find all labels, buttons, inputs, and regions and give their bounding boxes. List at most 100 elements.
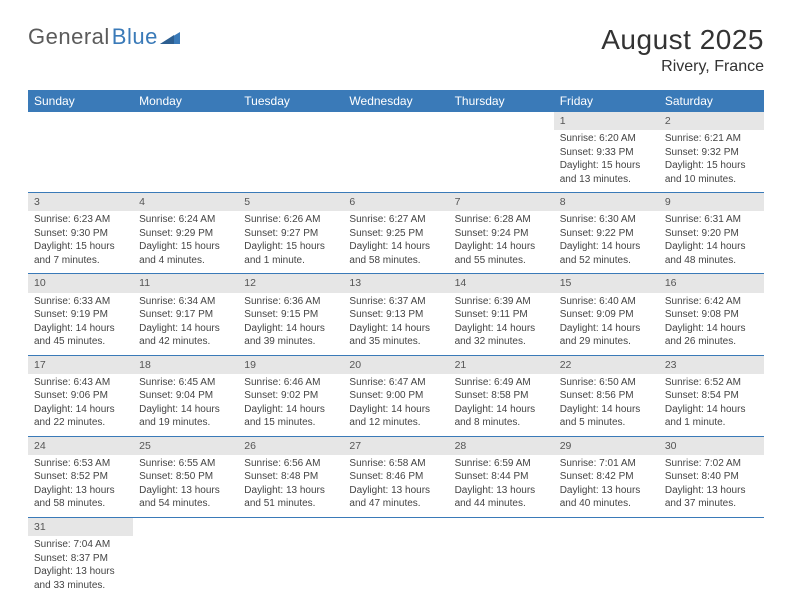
day-number: 28 xyxy=(449,437,554,455)
calendar-day: 28Sunrise: 6:59 AMSunset: 8:44 PMDayligh… xyxy=(449,436,554,517)
day-number: 26 xyxy=(238,437,343,455)
calendar-day: 18Sunrise: 6:45 AMSunset: 9:04 PMDayligh… xyxy=(133,355,238,436)
sunset-text: Sunset: 9:08 PM xyxy=(665,308,758,322)
flag-icon xyxy=(160,30,180,44)
weekday-header: Thursday xyxy=(449,90,554,112)
weekday-header: Friday xyxy=(554,90,659,112)
daylight-text: Daylight: 14 hours and 5 minutes. xyxy=(560,403,653,430)
logo-text-general: General xyxy=(28,24,110,50)
calendar-day: 12Sunrise: 6:36 AMSunset: 9:15 PMDayligh… xyxy=(238,274,343,355)
sunrise-text: Sunrise: 6:56 AM xyxy=(244,457,337,471)
day-number: 22 xyxy=(554,356,659,374)
daylight-text: Daylight: 14 hours and 26 minutes. xyxy=(665,322,758,349)
sunrise-text: Sunrise: 6:33 AM xyxy=(34,295,127,309)
calendar-day: 14Sunrise: 6:39 AMSunset: 9:11 PMDayligh… xyxy=(449,274,554,355)
calendar-day: 7Sunrise: 6:28 AMSunset: 9:24 PMDaylight… xyxy=(449,193,554,274)
day-number: 4 xyxy=(133,193,238,211)
day-number: 13 xyxy=(343,274,448,292)
day-number: 2 xyxy=(659,112,764,130)
sunset-text: Sunset: 9:19 PM xyxy=(34,308,127,322)
daylight-text: Daylight: 15 hours and 10 minutes. xyxy=(665,159,758,186)
sunset-text: Sunset: 9:06 PM xyxy=(34,389,127,403)
sunrise-text: Sunrise: 6:20 AM xyxy=(560,132,653,146)
calendar-empty xyxy=(343,517,448,598)
logo: General Blue xyxy=(28,24,180,50)
calendar-week: 1Sunrise: 6:20 AMSunset: 9:33 PMDaylight… xyxy=(28,112,764,193)
calendar-empty xyxy=(449,517,554,598)
day-content: Sunrise: 6:30 AMSunset: 9:22 PMDaylight:… xyxy=(554,211,659,273)
sunrise-text: Sunrise: 6:49 AM xyxy=(455,376,548,390)
day-content: Sunrise: 6:55 AMSunset: 8:50 PMDaylight:… xyxy=(133,455,238,517)
day-content: Sunrise: 6:47 AMSunset: 9:00 PMDaylight:… xyxy=(343,374,448,436)
day-content: Sunrise: 6:26 AMSunset: 9:27 PMDaylight:… xyxy=(238,211,343,273)
calendar-day: 21Sunrise: 6:49 AMSunset: 8:58 PMDayligh… xyxy=(449,355,554,436)
calendar-day: 8Sunrise: 6:30 AMSunset: 9:22 PMDaylight… xyxy=(554,193,659,274)
daylight-text: Daylight: 14 hours and 42 minutes. xyxy=(139,322,232,349)
daylight-text: Daylight: 15 hours and 4 minutes. xyxy=(139,240,232,267)
sunset-text: Sunset: 8:58 PM xyxy=(455,389,548,403)
day-number: 31 xyxy=(28,518,133,536)
calendar-day: 22Sunrise: 6:50 AMSunset: 8:56 PMDayligh… xyxy=(554,355,659,436)
sunset-text: Sunset: 9:20 PM xyxy=(665,227,758,241)
calendar-empty xyxy=(554,517,659,598)
day-content: Sunrise: 6:52 AMSunset: 8:54 PMDaylight:… xyxy=(659,374,764,436)
day-number: 11 xyxy=(133,274,238,292)
sunset-text: Sunset: 9:24 PM xyxy=(455,227,548,241)
sunrise-text: Sunrise: 6:30 AM xyxy=(560,213,653,227)
logo-text-blue-word: Blue xyxy=(112,24,158,49)
daylight-text: Daylight: 13 hours and 58 minutes. xyxy=(34,484,127,511)
sunset-text: Sunset: 8:48 PM xyxy=(244,470,337,484)
day-number: 14 xyxy=(449,274,554,292)
day-number: 16 xyxy=(659,274,764,292)
day-content: Sunrise: 6:24 AMSunset: 9:29 PMDaylight:… xyxy=(133,211,238,273)
daylight-text: Daylight: 14 hours and 12 minutes. xyxy=(349,403,442,430)
day-content: Sunrise: 6:37 AMSunset: 9:13 PMDaylight:… xyxy=(343,293,448,355)
calendar-day: 16Sunrise: 6:42 AMSunset: 9:08 PMDayligh… xyxy=(659,274,764,355)
sunrise-text: Sunrise: 7:01 AM xyxy=(560,457,653,471)
sunset-text: Sunset: 9:11 PM xyxy=(455,308,548,322)
sunrise-text: Sunrise: 6:55 AM xyxy=(139,457,232,471)
daylight-text: Daylight: 14 hours and 48 minutes. xyxy=(665,240,758,267)
weekday-header: Monday xyxy=(133,90,238,112)
sunrise-text: Sunrise: 6:47 AM xyxy=(349,376,442,390)
day-number: 19 xyxy=(238,356,343,374)
calendar-day: 20Sunrise: 6:47 AMSunset: 9:00 PMDayligh… xyxy=(343,355,448,436)
day-number: 15 xyxy=(554,274,659,292)
daylight-text: Daylight: 14 hours and 35 minutes. xyxy=(349,322,442,349)
day-number: 10 xyxy=(28,274,133,292)
daylight-text: Daylight: 13 hours and 40 minutes. xyxy=(560,484,653,511)
sunset-text: Sunset: 9:22 PM xyxy=(560,227,653,241)
day-number: 27 xyxy=(343,437,448,455)
page-title: August 2025 xyxy=(601,24,764,56)
day-content: Sunrise: 6:39 AMSunset: 9:11 PMDaylight:… xyxy=(449,293,554,355)
calendar-week: 24Sunrise: 6:53 AMSunset: 8:52 PMDayligh… xyxy=(28,436,764,517)
sunset-text: Sunset: 8:52 PM xyxy=(34,470,127,484)
sunset-text: Sunset: 9:25 PM xyxy=(349,227,442,241)
calendar-empty xyxy=(343,112,448,193)
daylight-text: Daylight: 14 hours and 55 minutes. xyxy=(455,240,548,267)
weekday-header: Sunday xyxy=(28,90,133,112)
sunset-text: Sunset: 8:42 PM xyxy=(560,470,653,484)
sunset-text: Sunset: 9:09 PM xyxy=(560,308,653,322)
sunrise-text: Sunrise: 6:21 AM xyxy=(665,132,758,146)
sunrise-text: Sunrise: 6:39 AM xyxy=(455,295,548,309)
calendar-day: 13Sunrise: 6:37 AMSunset: 9:13 PMDayligh… xyxy=(343,274,448,355)
calendar-body: 1Sunrise: 6:20 AMSunset: 9:33 PMDaylight… xyxy=(28,112,764,598)
title-block: August 2025 Rivery, France xyxy=(601,24,764,76)
sunrise-text: Sunrise: 6:53 AM xyxy=(34,457,127,471)
calendar-empty xyxy=(238,112,343,193)
day-number: 17 xyxy=(28,356,133,374)
day-content: Sunrise: 6:59 AMSunset: 8:44 PMDaylight:… xyxy=(449,455,554,517)
calendar-day: 31Sunrise: 7:04 AMSunset: 8:37 PMDayligh… xyxy=(28,517,133,598)
calendar-day: 19Sunrise: 6:46 AMSunset: 9:02 PMDayligh… xyxy=(238,355,343,436)
daylight-text: Daylight: 13 hours and 37 minutes. xyxy=(665,484,758,511)
day-content: Sunrise: 7:01 AMSunset: 8:42 PMDaylight:… xyxy=(554,455,659,517)
sunset-text: Sunset: 8:44 PM xyxy=(455,470,548,484)
sunset-text: Sunset: 8:50 PM xyxy=(139,470,232,484)
calendar-day: 2Sunrise: 6:21 AMSunset: 9:32 PMDaylight… xyxy=(659,112,764,193)
calendar-empty xyxy=(238,517,343,598)
day-content: Sunrise: 6:42 AMSunset: 9:08 PMDaylight:… xyxy=(659,293,764,355)
daylight-text: Daylight: 13 hours and 51 minutes. xyxy=(244,484,337,511)
sunrise-text: Sunrise: 6:43 AM xyxy=(34,376,127,390)
day-number: 12 xyxy=(238,274,343,292)
